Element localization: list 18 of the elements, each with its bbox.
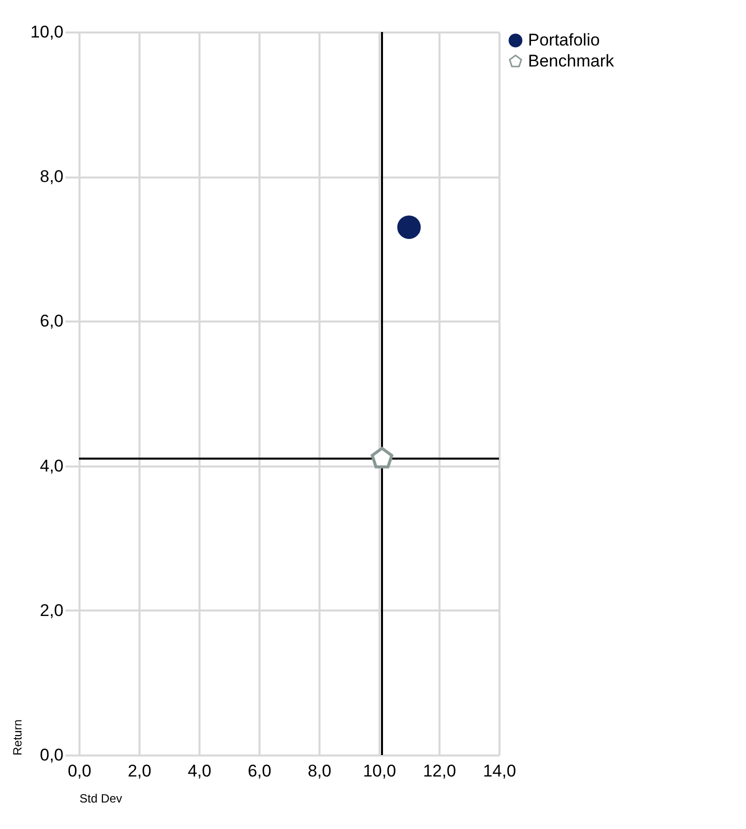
- y-tick-label: 10,0: [30, 22, 64, 42]
- y-tick-label: 4,0: [40, 456, 64, 476]
- x-tick-label: 10,0: [362, 762, 396, 780]
- x-tick-label: 12,0: [422, 762, 456, 780]
- y-axis-title: Return: [10, 719, 24, 756]
- x-axis-title: Std Dev: [80, 792, 122, 806]
- x-tick-label: 2,0: [128, 762, 152, 780]
- y-tick-label: 6,0: [40, 312, 64, 331]
- x-tick-label: 4,0: [188, 762, 212, 780]
- x-tick-label: 14,0: [482, 762, 516, 780]
- x-tick-label: 0,0: [68, 762, 92, 780]
- y-tick-label: 0,0: [40, 746, 64, 764]
- x-tick-label: 8,0: [308, 762, 332, 780]
- y-tick-label: 8,0: [40, 167, 64, 186]
- y-tick-label: 2,0: [40, 600, 64, 620]
- x-tick-label: 6,0: [248, 762, 272, 780]
- legend-label: Portafolio: [528, 30, 600, 50]
- legend-label: Benchmark: [528, 52, 614, 70]
